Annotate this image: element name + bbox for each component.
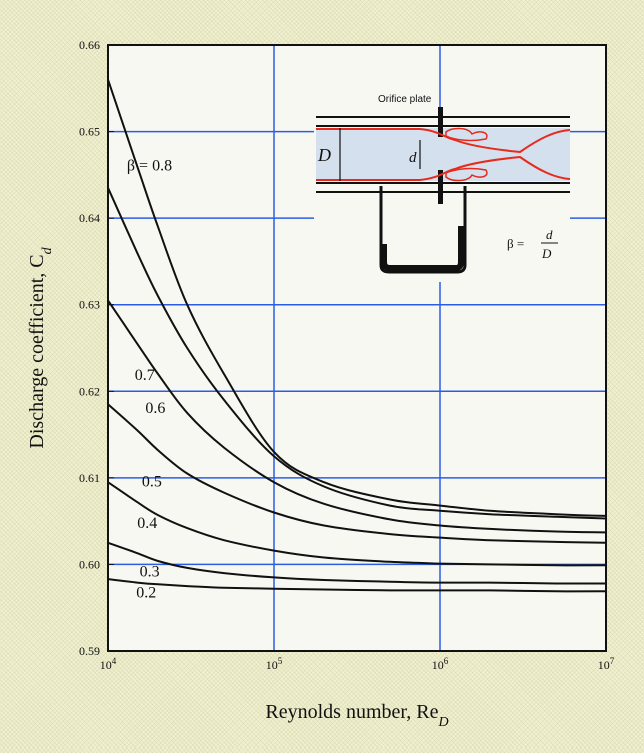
series-line (107, 187, 607, 520)
orifice-diagram: Orifice plate D d β = d D (314, 94, 571, 282)
series-line (107, 481, 607, 567)
y-tick-label: 0.64 (79, 211, 100, 225)
x-tick-label: 104 (100, 656, 117, 672)
series-line (107, 578, 607, 593)
series-line (107, 79, 607, 517)
y-tick-label: 0.65 (79, 125, 100, 139)
x-axis-title: Reynolds number, ReD (265, 701, 448, 730)
curve-label: 0.5 (142, 474, 162, 491)
curve-label: 0.3 (140, 564, 160, 581)
x-tick-label: 107 (598, 656, 615, 672)
curve-label: 0.4 (137, 515, 157, 532)
beta-fraction-numerator: d (546, 227, 553, 242)
y-tick-label: 0.66 (79, 38, 100, 52)
eddy-top (445, 127, 488, 142)
beta-definition-label: β = (507, 236, 524, 251)
series-line (107, 299, 607, 534)
curve-labels: β = 0.8 0.7 0.6 0.5 0.4 0.3 0.2 (127, 158, 172, 602)
orifice-plate-label: Orifice plate (378, 94, 432, 105)
curve-label: β = 0.8 (127, 158, 172, 175)
y-tick-labels: 0.59 0.60 0.61 0.62 0.63 0.64 0.65 0.66 (79, 38, 114, 658)
flow-streamline-top (316, 128, 571, 154)
y-tick-label: 0.61 (79, 471, 100, 485)
plot-frame (107, 44, 607, 652)
y-tick-label: 0.62 (79, 384, 100, 398)
eddy-bottom (445, 167, 488, 182)
series-line (107, 403, 607, 544)
beta-fraction-denominator: D (541, 246, 552, 261)
y-tick-label: 0.59 (79, 644, 100, 658)
orifice-diameter-label: d (409, 150, 417, 166)
curve-label: 0.6 (145, 400, 165, 417)
orifice-plate-bottom (438, 170, 443, 204)
x-tick-label: 105 (266, 656, 283, 672)
x-tick-labels: 104 105 106 107 (100, 656, 615, 672)
x-tick-label: 106 (432, 656, 449, 672)
y-tick-label: 0.63 (79, 298, 100, 312)
curve-label: 0.7 (135, 367, 155, 384)
manometer-tube (379, 186, 467, 274)
data-series (107, 79, 607, 593)
curve-label: 0.2 (136, 584, 156, 601)
manometer-fluid (381, 226, 464, 271)
series-line (107, 541, 607, 585)
pipe-diameter-label: D (317, 145, 331, 165)
y-axis-title: Discharge coefficient, Cd (26, 246, 55, 448)
y-tick-label: 0.60 (79, 557, 100, 571)
orifice-plate-top (438, 107, 443, 137)
flow-streamline-bottom (316, 155, 571, 181)
